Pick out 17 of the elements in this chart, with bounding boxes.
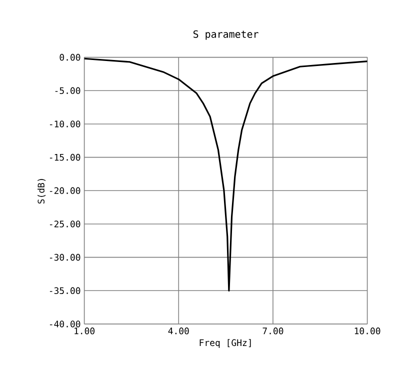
y-tick-label: 0.00 xyxy=(60,54,80,61)
y-tick-label: -15.00 xyxy=(50,154,80,161)
x-tick-label: 1.00 xyxy=(74,328,95,334)
y-axis-title: S(dB) xyxy=(38,179,46,204)
x-axis-title: Freq [GHz] xyxy=(200,339,251,348)
y-tick-label: -30.00 xyxy=(50,254,80,261)
chart-title: S parameter xyxy=(193,30,258,40)
y-tick-label: -35.00 xyxy=(50,287,80,294)
y-tick-label: -5.00 xyxy=(55,87,80,94)
x-tick-label: 7.00 xyxy=(262,328,284,334)
y-tick-label: -40.00 xyxy=(50,320,80,328)
y-tick-label: -20.00 xyxy=(50,187,80,194)
y-tick-label: -10.00 xyxy=(50,120,80,128)
x-tick-label: 4.00 xyxy=(168,328,189,334)
y-tick-label: -25.00 xyxy=(50,220,80,228)
x-tick-label: 10.00 xyxy=(354,328,380,334)
line-series xyxy=(84,58,368,292)
